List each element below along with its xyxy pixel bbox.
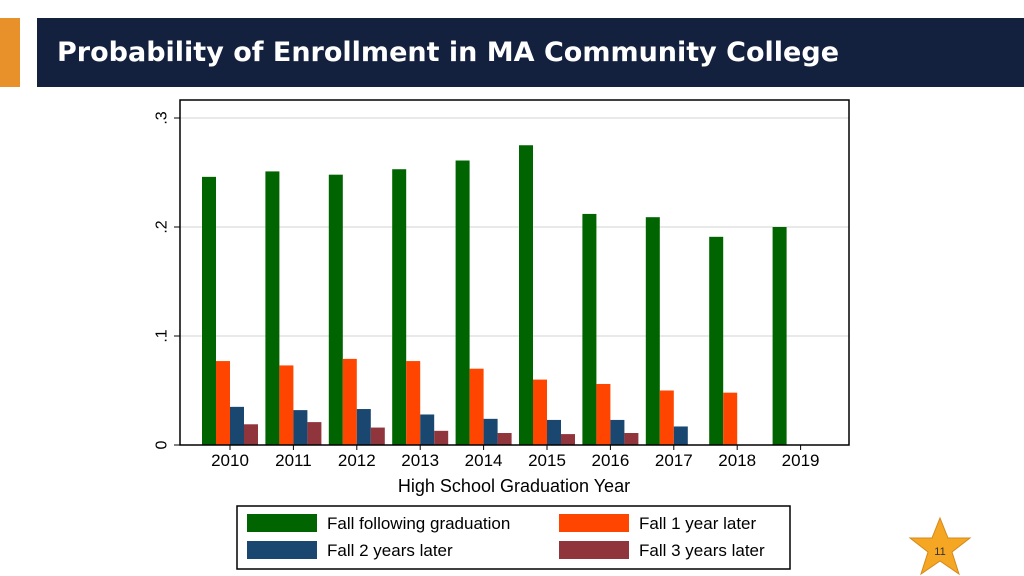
legend-swatch — [247, 514, 317, 532]
y-tick-label: .2 — [154, 220, 171, 233]
legend-label: Fall 1 year later — [639, 514, 756, 533]
bar — [342, 358, 357, 445]
legend-label: Fall 3 years later — [639, 541, 765, 560]
title-bar: Probability of Enrollment in MA Communit… — [37, 18, 1024, 87]
bar — [772, 227, 787, 445]
page-number: 11 — [934, 546, 945, 558]
bar — [370, 427, 385, 445]
bar — [497, 433, 512, 445]
bar — [406, 361, 421, 445]
bar — [610, 419, 625, 445]
x-ticks: 2010 2011 2012 2013 2014 2015 2016 2017 2018 2019 — [211, 445, 820, 470]
legend-swatch — [559, 541, 629, 559]
bar — [356, 409, 371, 445]
x-tick-label: 2012 — [338, 451, 376, 470]
y-tick-label: .3 — [154, 111, 171, 124]
slide-title: Probability of Enrollment in MA Communit… — [57, 37, 840, 68]
x-tick-label: 2010 — [211, 451, 249, 470]
bar — [216, 361, 230, 445]
bar — [328, 174, 343, 445]
bar — [547, 419, 561, 445]
bar — [533, 379, 547, 445]
x-tick-label: 2015 — [528, 451, 566, 470]
bar — [420, 414, 435, 445]
y-tick-label: .1 — [154, 329, 171, 342]
bar — [244, 424, 258, 445]
bar — [265, 171, 280, 445]
x-tick-label: 2018 — [718, 451, 756, 470]
bar — [624, 433, 639, 445]
legend-label: Fall 2 years later — [327, 541, 453, 560]
x-axis-label: High School Graduation Year — [398, 476, 630, 496]
star-icon: 11 — [908, 516, 972, 576]
bar — [293, 410, 308, 445]
bar — [392, 169, 407, 446]
bars — [202, 145, 787, 446]
bar — [723, 392, 738, 445]
legend-box — [236, 505, 791, 570]
bar — [645, 217, 660, 445]
y-ticks: 0 .1 .2 .3 — [154, 111, 180, 449]
x-tick-label: 2014 — [465, 451, 503, 470]
legend-swatch — [559, 514, 629, 532]
bar — [596, 383, 611, 445]
bar — [582, 213, 597, 445]
x-tick-label: 2013 — [401, 451, 439, 470]
y-tick-label: 0 — [154, 440, 171, 449]
accent-bar — [0, 18, 20, 87]
bar — [469, 368, 484, 445]
x-tick-label: 2017 — [655, 451, 693, 470]
bar — [561, 434, 575, 445]
bar — [230, 406, 244, 445]
x-tick-label: 2019 — [782, 451, 820, 470]
bar — [434, 430, 449, 445]
bar — [202, 176, 216, 446]
star-shape — [908, 516, 972, 576]
bar — [483, 418, 498, 445]
bar — [279, 365, 294, 445]
legend: Fall following graduation Fall 1 year lat… — [236, 505, 791, 570]
bar — [659, 390, 674, 445]
gridlines — [180, 117, 849, 337]
plot-frame — [179, 99, 850, 446]
x-tick-label: 2016 — [591, 451, 629, 470]
legend-swatch — [247, 541, 317, 559]
bar — [455, 160, 470, 445]
bar — [673, 426, 688, 445]
legend-label: Fall following graduation — [327, 514, 510, 533]
x-tick-label: 2011 — [275, 451, 312, 470]
bar — [307, 422, 322, 445]
bar — [709, 236, 724, 445]
bar — [519, 145, 533, 445]
